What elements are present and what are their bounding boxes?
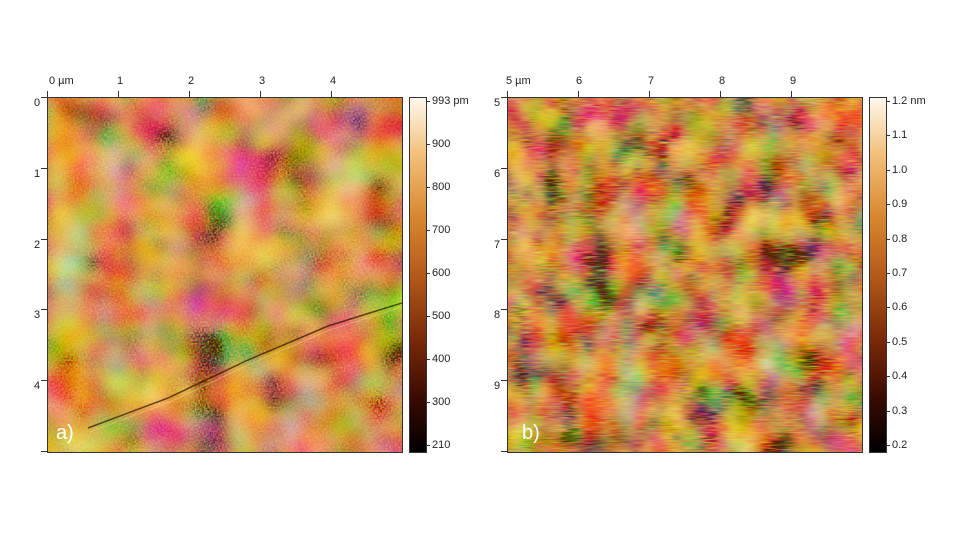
colorbar-tick <box>426 402 430 403</box>
colorbar-a <box>409 97 427 453</box>
colorbar-tick-label: 210 <box>432 439 451 451</box>
y-tick <box>41 168 47 169</box>
y-tick-label: 4 <box>34 380 41 392</box>
colorbar-tick-label: 0.8 <box>892 233 908 245</box>
y-tick-label: 0 <box>34 97 41 109</box>
y-tick <box>501 451 507 452</box>
x-tick-label: 9 <box>790 75 797 87</box>
colorbar-tick <box>426 273 430 274</box>
x-tick <box>189 91 190 97</box>
colorbar-tick <box>886 411 890 412</box>
colorbar-tick-label: 1.0 <box>892 164 908 176</box>
x-tick <box>331 91 332 97</box>
y-tick-label: 6 <box>494 168 501 180</box>
colorbar-tick-label: 0.6 <box>892 301 908 313</box>
colorbar-tick <box>886 101 890 102</box>
colorbar-tick <box>426 230 430 231</box>
x-tick <box>720 91 721 97</box>
colorbar-tick-label: 1.1 <box>892 129 908 141</box>
y-tick <box>41 97 47 98</box>
y-tick-label: 9 <box>494 380 501 392</box>
y-tick <box>41 309 47 310</box>
colorbar-tick <box>426 187 430 188</box>
colorbar-tick-label: 1.2 nm <box>892 95 926 107</box>
x-tick <box>47 91 48 97</box>
colorbar-tick-label: 0.4 <box>892 370 908 382</box>
afm-texture-b <box>508 98 862 452</box>
x-tick-label: 3 <box>259 75 266 87</box>
x-tick-label: 0 µm <box>49 75 74 87</box>
x-tick-label: 5 µm <box>506 75 531 87</box>
colorbar-tick <box>886 445 890 446</box>
y-tick-label: 7 <box>494 239 501 251</box>
colorbar-tick-label: 400 <box>432 353 451 365</box>
scratch-line <box>87 302 402 429</box>
colorbar-tick <box>886 239 890 240</box>
colorbar-tick-label: 800 <box>432 181 451 193</box>
colorbar-tick-label: 993 pm <box>432 95 469 107</box>
colorbar-tick-label: 500 <box>432 310 451 322</box>
y-tick-label: 8 <box>494 309 501 321</box>
x-tick <box>578 91 579 97</box>
x-tick-label: 8 <box>719 75 726 87</box>
colorbar-tick <box>426 359 430 360</box>
x-tick-label: 2 <box>188 75 195 87</box>
afm-texture-a <box>48 98 402 452</box>
colorbar-tick <box>426 101 430 102</box>
colorbar-tick-label: 0.2 <box>892 439 908 451</box>
x-tick <box>118 91 119 97</box>
y-tick <box>501 239 507 240</box>
y-tick-label: 5 <box>494 97 501 109</box>
y-tick-label: 2 <box>34 239 41 251</box>
colorbar-tick-label: 0.5 <box>892 336 908 348</box>
x-tick-label: 7 <box>648 75 655 87</box>
panel-a: a) 0 µm 1 2 3 4 0 1 2 3 4 993 pm 900 800 70… <box>34 75 469 453</box>
y-tick <box>501 97 507 98</box>
y-tick <box>41 380 47 381</box>
colorbar-tick <box>886 307 890 308</box>
x-tick <box>260 91 261 97</box>
x-tick-label: 4 <box>330 75 337 87</box>
colorbar-tick-label: 700 <box>432 224 451 236</box>
afm-height-image-a: a) <box>47 97 403 453</box>
y-tick-label: 3 <box>34 309 41 321</box>
colorbar-tick <box>426 144 430 145</box>
x-tick <box>507 91 508 97</box>
colorbar-tick <box>886 342 890 343</box>
colorbar-tick-label: 0.9 <box>892 198 908 210</box>
colorbar-tick-label: 900 <box>432 138 451 150</box>
colorbar-tick <box>426 316 430 317</box>
colorbar-tick <box>886 376 890 377</box>
colorbar-tick <box>426 445 430 446</box>
x-tick-label: 6 <box>576 75 583 87</box>
y-tick <box>501 309 507 310</box>
colorbar-tick-label: 0.7 <box>892 267 908 279</box>
colorbar-tick-label: 300 <box>432 396 451 408</box>
colorbar-tick-label: 600 <box>432 267 451 279</box>
colorbar-tick <box>886 204 890 205</box>
y-tick <box>501 380 507 381</box>
panel-label-b: b) <box>522 422 540 444</box>
afm-height-image-b: b) <box>507 97 863 453</box>
panel-label-a: a) <box>56 422 74 444</box>
x-tick-label: 1 <box>117 75 124 87</box>
x-tick <box>791 91 792 97</box>
colorbar-tick <box>886 135 890 136</box>
y-tick <box>41 451 47 452</box>
colorbar-tick-label: 0.3 <box>892 405 908 417</box>
colorbar-tick <box>886 273 890 274</box>
y-tick-label: 1 <box>34 168 41 180</box>
y-tick <box>41 239 47 240</box>
colorbar-b <box>869 97 887 453</box>
colorbar-tick <box>886 170 890 171</box>
y-tick <box>501 168 507 169</box>
x-tick <box>649 91 650 97</box>
